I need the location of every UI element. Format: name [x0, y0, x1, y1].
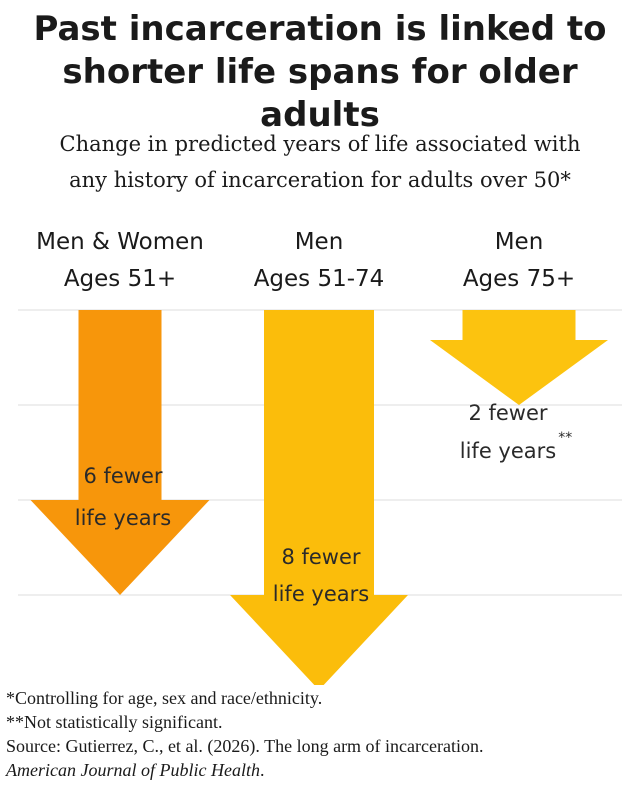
footnote-significance: **Not statistically significant. — [6, 712, 223, 732]
value-label-3-line1: 2 fewer — [468, 401, 547, 425]
category-label-3-line2: Ages 75+ — [463, 266, 575, 292]
category-label-1-line1: Men & Women — [36, 229, 204, 255]
footnote-controls: *Controlling for age, sex and race/ethni… — [6, 688, 323, 708]
journal-line: American Journal of Public Health. — [6, 758, 638, 782]
title-line-2: shorter life spans for older adults — [62, 52, 578, 135]
subtitle-line-1: Change in predicted years of life associ… — [59, 132, 581, 156]
value-label-1-line2: life years — [75, 506, 171, 530]
chart-labels: Men & Women Ages 51+ Men Ages 51-74 Men Ages … — [36, 229, 575, 606]
value-label-2-line1: 8 fewer — [281, 545, 360, 569]
chart-title: Past incarceration is linked to shorter … — [0, 8, 640, 137]
value-label-2-line2: life years — [273, 582, 369, 606]
category-label-2-line1: Men — [295, 229, 344, 255]
arrow-bar-3 — [430, 310, 608, 405]
subtitle-line-2: any history of incarceration for adults … — [69, 168, 571, 192]
category-label-1-line2: Ages 51+ — [64, 266, 176, 292]
significance-mark: ** — [558, 430, 572, 446]
value-label-3-line2: life years — [460, 439, 556, 463]
journal-name: American Journal of Public Health — [6, 760, 260, 780]
footnotes: *Controlling for age, sex and race/ethni… — [6, 686, 638, 782]
chart-subtitle: Change in predicted years of life associ… — [0, 126, 640, 198]
source-citation: Source: Gutierrez, C., et al. (2026). Th… — [6, 736, 484, 756]
arrow-bars — [30, 310, 608, 685]
journal-period: . — [259, 760, 265, 780]
arrow-bar-chart: Men & Women Ages 51+ Men Ages 51-74 Men Ages … — [18, 229, 622, 685]
arrow-bar-2 — [230, 310, 408, 685]
arrow-bar-1 — [30, 310, 210, 595]
category-label-3-line1: Men — [495, 229, 544, 255]
value-label-1-line1: 6 fewer — [83, 464, 162, 488]
category-label-2-line2: Ages 51-74 — [254, 266, 385, 292]
title-line-1: Past incarceration is linked to — [33, 9, 607, 49]
